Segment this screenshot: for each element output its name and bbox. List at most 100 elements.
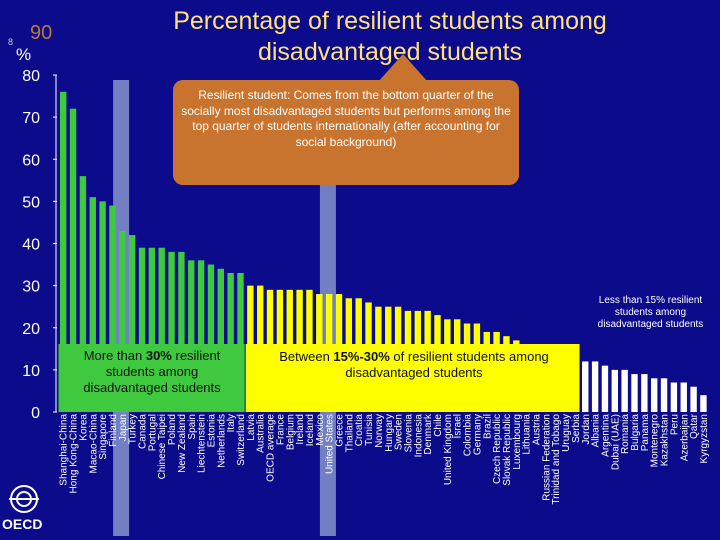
x-label-30: Thailand [344, 414, 355, 452]
x-label-50: Russian Federation [541, 414, 552, 501]
y-tick-label-20: 20 [22, 321, 40, 338]
slide-number: 8 [8, 37, 14, 47]
bar-43 [473, 323, 481, 412]
x-label-66: Kyrgyzstan [699, 414, 710, 463]
y-tick-label-0: 0 [31, 405, 40, 422]
bar-22 [266, 289, 274, 412]
bar-9 [138, 247, 146, 412]
bar-45 [493, 331, 500, 412]
x-label-2: Hong Kong-China [69, 414, 80, 494]
x-label-65: Qatar [689, 413, 700, 439]
x-label-5: Singapore [98, 414, 109, 460]
x-label-52: Uruguay [561, 414, 572, 452]
bar-25 [296, 289, 303, 412]
bar-40 [444, 319, 451, 412]
oecd-logo-icon [9, 485, 39, 513]
x-label-14: Spain [187, 414, 198, 440]
y-tick-label-80: 80 [22, 68, 40, 85]
zone-high-prefix: More than [83, 348, 146, 363]
x-label-36: Slovenia [403, 414, 414, 453]
x-label-1: Shanghai-China [59, 414, 70, 486]
x-label-4: Macao-China [88, 414, 99, 474]
bar-41 [454, 319, 461, 412]
zone-mid-suffix: of resilient students among disadvantage… [345, 349, 549, 380]
x-label-23: France [275, 414, 286, 446]
bar-26 [306, 289, 313, 412]
bar-32 [365, 302, 372, 412]
bar-34 [385, 306, 392, 412]
bar-11 [158, 247, 165, 412]
y-unit-label: % [16, 45, 32, 64]
bar-8 [128, 235, 136, 412]
x-label-6: Finland [108, 414, 119, 447]
x-label-56: Argentina [600, 414, 611, 457]
x-label-54: Jordan [581, 414, 592, 445]
zone-mid-label: Between 15%-30% of resilient students am… [268, 349, 560, 381]
bar-27 [316, 294, 323, 412]
oecd-logo-text: OECD [2, 516, 43, 532]
x-label-20: Latvia [246, 414, 257, 441]
y-tick-label-10: 10 [22, 363, 40, 380]
x-label-38: Denmark [423, 413, 434, 455]
zone-high-bold: 30% [145, 348, 172, 363]
ghost-tick-label: 90 [30, 22, 53, 44]
x-label-16: Estonia [206, 414, 217, 448]
bar-1 [60, 91, 67, 412]
zone-low-label: Less than 15% resilient students among d… [597, 295, 704, 330]
x-label-15: Liechtenstein [197, 414, 208, 473]
bar-55 [591, 361, 599, 412]
bar-28 [325, 294, 333, 412]
x-label-18: Italy [226, 414, 237, 432]
x-label-27: Mexico [315, 414, 326, 446]
bar-2 [69, 108, 77, 412]
x-label-19: Switzerland [236, 414, 247, 466]
x-label-21: Australia [256, 414, 267, 453]
x-label-13: New Zealand [177, 414, 188, 473]
x-label-10: Portugal [147, 414, 158, 451]
x-label-12: Poland [167, 414, 178, 445]
bar-66 [700, 395, 707, 412]
bar-10 [148, 247, 156, 412]
x-label-25: Ireland [295, 414, 306, 445]
bar-61 [651, 378, 658, 412]
bar-39 [434, 315, 441, 412]
x-label-53: Serbia [571, 414, 582, 443]
zone-high-suffix: resilient students among disadvantaged s… [83, 348, 221, 395]
bar-19 [237, 272, 244, 412]
x-label-62: Kazakhstan [660, 414, 671, 466]
bar-58 [621, 369, 628, 412]
x-label-59: Bulgaria [630, 414, 641, 451]
bar-17 [217, 268, 224, 412]
x-label-8: Turkey [128, 414, 139, 444]
zone-mid-prefix: Between [279, 349, 334, 364]
bar-12 [168, 251, 175, 412]
x-label-48: Lithuania [522, 414, 533, 455]
x-label-28: United States [325, 414, 336, 474]
x-label-49: Austria [532, 414, 543, 446]
x-label-17: Netherlands [216, 414, 227, 468]
x-label-47: Luxembourg [512, 414, 523, 470]
bar-3 [79, 176, 87, 412]
bar-57 [611, 369, 618, 412]
bar-7 [119, 230, 126, 412]
x-label-58: Romania [620, 414, 631, 454]
resilient-definition-callout: Resilient student: Comes from the bottom… [173, 80, 519, 185]
bar-64 [680, 382, 687, 412]
bar-51 [552, 348, 559, 412]
x-label-39: Chile [433, 414, 444, 437]
x-label-9: Canada [138, 414, 149, 449]
x-label-29: Greece [335, 414, 346, 447]
x-label-40: United Kingdom [443, 414, 454, 485]
bar-30 [345, 298, 353, 412]
bar-56 [601, 365, 609, 412]
y-tick-label-30: 30 [22, 279, 40, 296]
bar-62 [660, 378, 668, 412]
bar-18 [227, 272, 234, 412]
x-label-22: OECD average [266, 414, 277, 482]
x-label-11: Chinese Taipei [157, 414, 168, 479]
bar-52 [562, 353, 569, 412]
bar-50 [542, 348, 550, 412]
bar-21 [257, 285, 264, 412]
x-label-60: Panama [640, 414, 651, 452]
